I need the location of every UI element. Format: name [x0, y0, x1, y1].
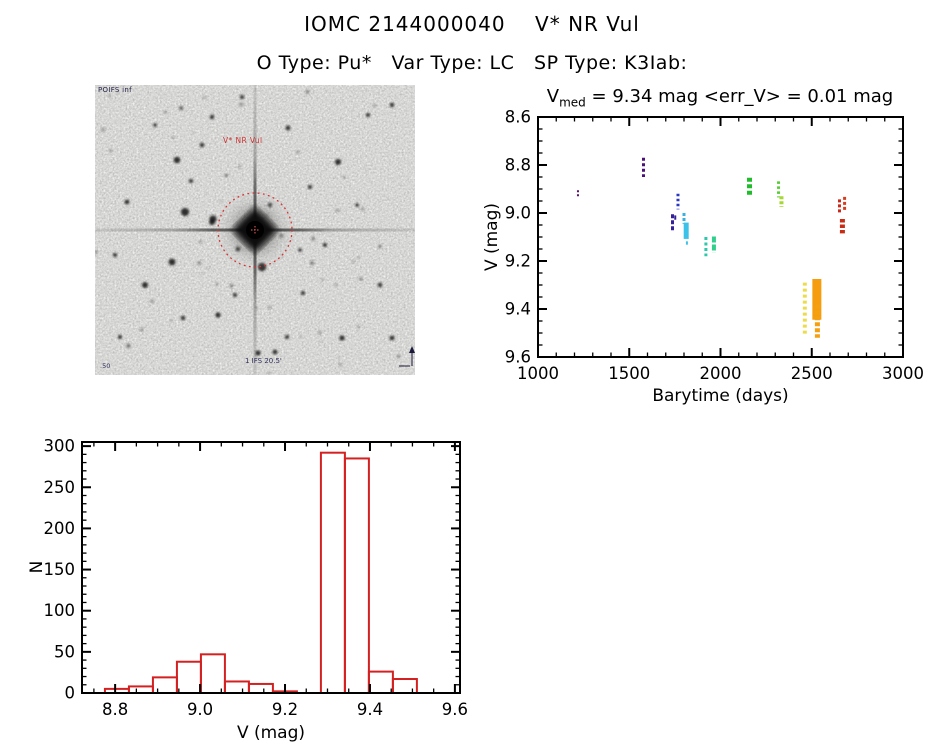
survey-name-label: POIFS inf: [98, 86, 132, 94]
lightcurve-title: Vmed = 9.34 mag <err_V> = 0.01 mag: [500, 86, 940, 110]
target-cross: [251, 226, 259, 234]
svg-text:1000: 1000: [517, 364, 559, 383]
tick-labels: 8.8 9.0 9.2 9.4 9.6 0 50 100 150 200 250 300: [44, 437, 469, 719]
image-scale-label: 1 IFS 20.5': [245, 357, 282, 365]
svg-text:1500: 1500: [608, 364, 650, 383]
svg-text:9.6: 9.6: [442, 700, 468, 719]
svg-text:3000: 3000: [882, 364, 924, 383]
svg-text:2000: 2000: [700, 364, 742, 383]
lightcurve-title-var: V: [546, 86, 560, 107]
axes: [537, 116, 904, 358]
page-subtitle: O Type: Pu* Var Type: LC SP Type: K3Iab:: [256, 52, 688, 74]
tick-labels: 1000 1500 2000 2500 3000 8.6 8.8 9.0 9.2 9.4 9.6: [505, 108, 924, 384]
svg-text:9.4: 9.4: [357, 700, 383, 719]
axes: [81, 441, 461, 694]
svg-text:8.6: 8.6: [505, 108, 531, 127]
target-name-label: V* NR Vul: [223, 136, 263, 145]
histogram-yaxis-label: N: [27, 560, 47, 574]
lightcurve-points: [576, 157, 847, 338]
svg-text:9.2: 9.2: [272, 700, 298, 719]
svg-text:9.6: 9.6: [505, 348, 531, 367]
svg-text:9.0: 9.0: [187, 700, 213, 719]
lightcurve-title-sub: med: [559, 95, 586, 110]
star-field-svg: [95, 85, 415, 375]
svg-text:200: 200: [44, 519, 76, 538]
histogram-bars: [103, 451, 418, 695]
svg-text:2500: 2500: [791, 364, 833, 383]
svg-text:100: 100: [44, 601, 76, 620]
finder-chart-image: POIFS inf V* NR Vul 1 IFS 20.5' .50: [95, 85, 415, 375]
lightcurve-yaxis-label: V (mag): [482, 202, 502, 272]
aperture-circle: [217, 192, 293, 268]
svg-text:150: 150: [44, 560, 76, 579]
svg-text:0: 0: [65, 684, 76, 703]
compass-icon: [399, 346, 415, 367]
lightcurve-title-rest: = 9.34 mag <err_V> = 0.01 mag: [585, 86, 894, 107]
svg-text:9.4: 9.4: [505, 300, 531, 319]
svg-text:300: 300: [44, 437, 76, 456]
svg-text:250: 250: [44, 478, 76, 497]
lightcurve-plot: 1000 1500 2000 2500 3000 8.6 8.8 9.0 9.2 9.4 9.6: [505, 108, 924, 384]
histogram-plot: 8.8 9.0 9.2 9.4 9.6 0 50 100 150 200 250 300: [44, 437, 469, 719]
svg-text:9.0: 9.0: [505, 204, 531, 223]
image-corner-label: .50: [100, 362, 111, 370]
page-title: IOMC 2144000040 V* NR Vul: [304, 12, 640, 36]
histogram-xaxis-label: V (mag): [236, 723, 306, 743]
svg-text:50: 50: [54, 642, 75, 661]
svg-text:9.2: 9.2: [505, 252, 531, 271]
svg-text:8.8: 8.8: [505, 156, 531, 175]
lightcurve-xaxis-label: Barytime (days): [652, 386, 789, 406]
svg-text:8.8: 8.8: [102, 700, 128, 719]
